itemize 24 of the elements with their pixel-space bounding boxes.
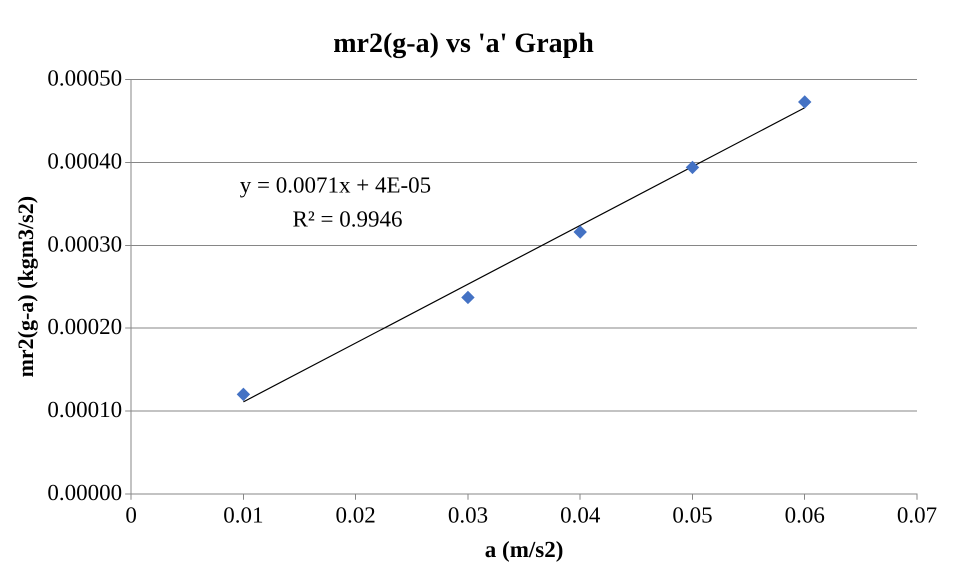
y-axis-title: mr2(g-a) (kgm3/s2): [12, 196, 38, 378]
x-tick-label: 0.01: [223, 502, 264, 528]
point: [236, 388, 250, 401]
x-tick-label: 0.05: [672, 502, 713, 528]
x-tick-label: 0.03: [448, 502, 488, 528]
y-tick-label: 0.00020: [47, 314, 122, 340]
y-tick-label: 0.00030: [47, 231, 122, 256]
x-tick-label: 0.02: [336, 502, 376, 528]
chart-title: mr2(g-a) vs 'a' Graph: [333, 28, 594, 60]
y-tick-label: 0.00040: [47, 148, 122, 174]
point: [798, 95, 812, 108]
x-tick-label: 0.04: [560, 502, 601, 528]
y-tick-label: 0.00050: [47, 66, 122, 91]
x-tick-label: 0.06: [784, 502, 825, 528]
annotation: R² = 0.9946: [292, 206, 402, 232]
annotation: y = 0.0071x + 4E-05: [240, 172, 432, 198]
point: [461, 290, 474, 304]
point: [574, 226, 587, 239]
x-tick-label: 0.07: [896, 502, 938, 528]
point: [686, 160, 699, 174]
y-tick-label: 0.00000: [47, 480, 122, 505]
x-tick-label: 0: [125, 502, 137, 528]
y-tick-label: 0.00010: [47, 397, 122, 422]
x-axis-title: a (m/s2): [484, 537, 564, 562]
